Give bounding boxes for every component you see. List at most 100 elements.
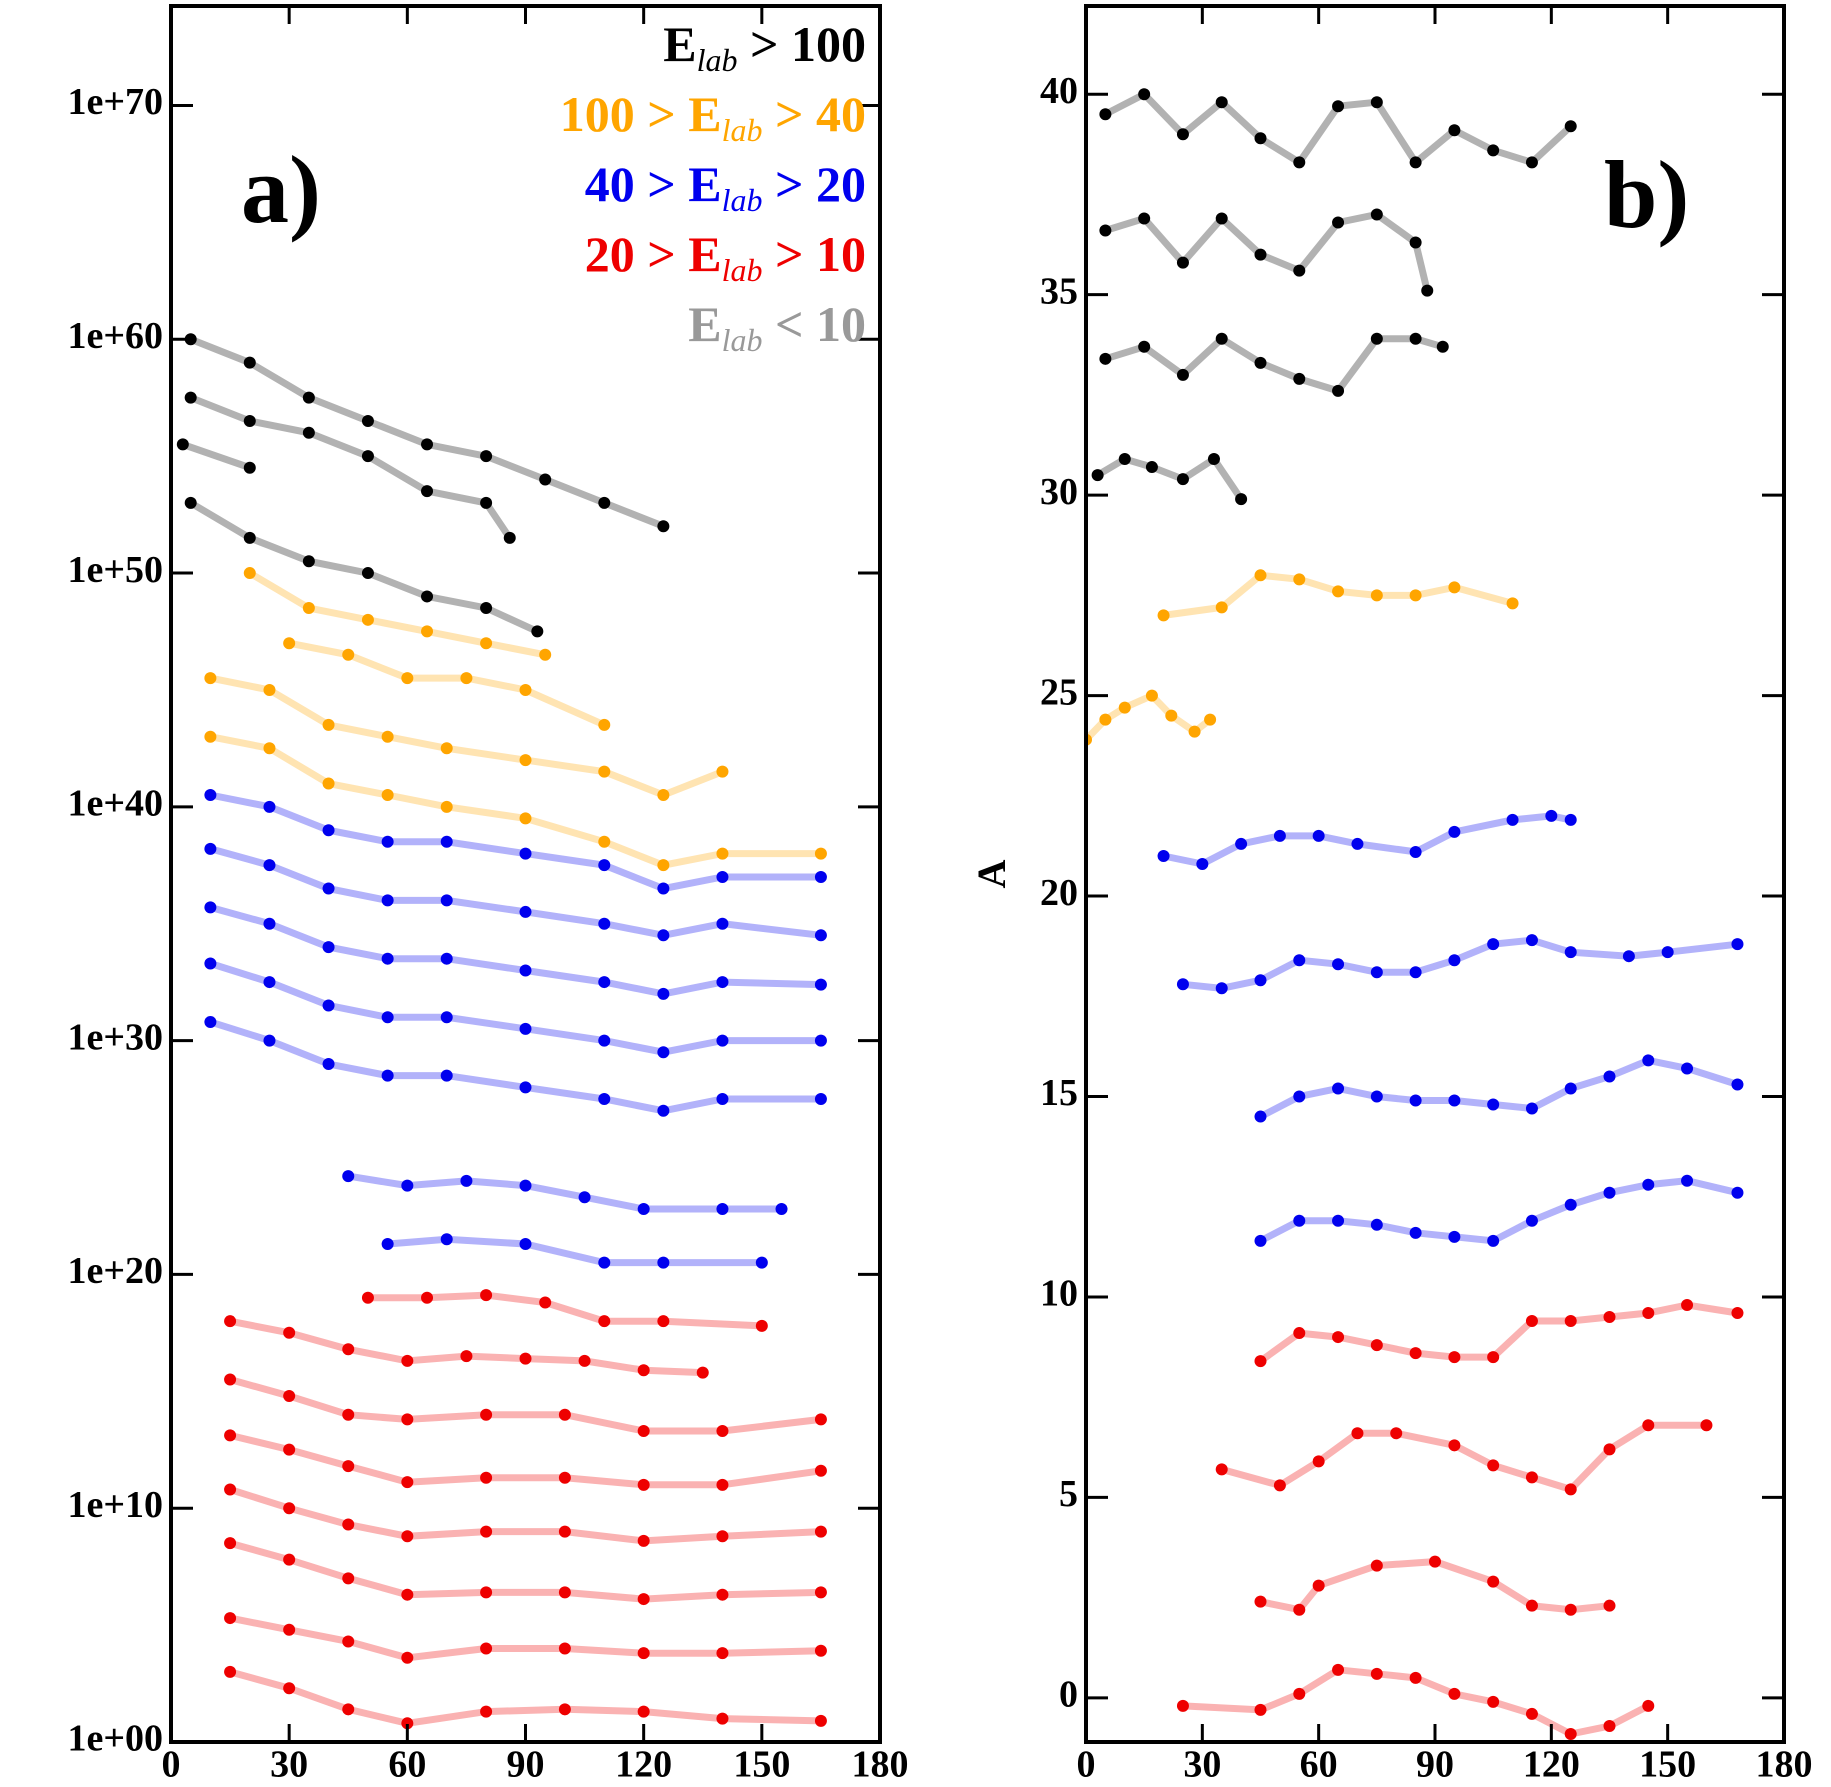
- series-line: [1182, 1666, 1650, 1738]
- data-point: [1145, 461, 1158, 474]
- data-point: [224, 1665, 237, 1678]
- data-point: [578, 1191, 591, 1204]
- data-point: [1293, 1687, 1306, 1700]
- series-line: [1104, 334, 1444, 395]
- data-point: [1700, 1419, 1713, 1432]
- y-tick-label: 5: [1059, 1473, 1078, 1515]
- data-point: [440, 800, 453, 813]
- legend-after: > 10: [763, 226, 867, 282]
- data-point: [302, 555, 315, 568]
- data-point: [637, 1647, 650, 1660]
- data-point: [1293, 573, 1306, 586]
- data-point: [263, 859, 276, 872]
- data-point: [1642, 1054, 1655, 1067]
- data-point: [1254, 356, 1267, 369]
- data-point: [814, 847, 827, 860]
- data-point: [1157, 609, 1170, 622]
- y-tick-label: 1e+50: [67, 549, 163, 591]
- panel: 0 30 60 90 120 150 180 0 5 10 15 20 25 30 35 40 b) A: [969, 4, 1813, 1786]
- data-point: [480, 602, 493, 615]
- data-point: [1487, 1575, 1500, 1588]
- data-point: [1293, 1214, 1306, 1227]
- data-point: [1176, 256, 1189, 269]
- data-point: [1118, 453, 1131, 466]
- legend-before: 20 >: [585, 226, 689, 282]
- data-point: [1370, 1667, 1383, 1680]
- data-point: [519, 812, 532, 825]
- data-point: [558, 1408, 571, 1421]
- data-point: [1409, 966, 1422, 979]
- data-point: [598, 859, 611, 872]
- data-point: [1603, 1719, 1616, 1732]
- data-point: [1448, 124, 1461, 137]
- data-point: [598, 917, 611, 930]
- legend-main: E: [688, 296, 721, 352]
- data-point: [1525, 1471, 1538, 1484]
- data-point: [342, 1408, 355, 1421]
- data-point: [539, 648, 552, 661]
- series-line: [1095, 454, 1244, 502]
- data-point: [1731, 938, 1744, 951]
- data-point: [519, 847, 532, 860]
- series-line: [209, 904, 821, 998]
- data-point: [558, 1642, 571, 1655]
- legend-entry: 100 > Elab > 40: [560, 86, 866, 148]
- data-point: [598, 718, 611, 731]
- data-point: [1390, 1427, 1403, 1440]
- data-point: [1681, 1174, 1694, 1187]
- data-point: [263, 742, 276, 755]
- data-point: [421, 590, 434, 603]
- data-point: [440, 742, 453, 755]
- data-point: [361, 567, 374, 580]
- data-point: [1254, 569, 1267, 582]
- data-point: [1603, 1070, 1616, 1083]
- data-point: [1506, 597, 1519, 610]
- series-line: [209, 791, 821, 893]
- data-point: [814, 929, 827, 942]
- data-point: [1564, 1082, 1577, 1095]
- data-point: [263, 683, 276, 696]
- data-point: [224, 1429, 237, 1442]
- data-point: [381, 789, 394, 802]
- data-point: [814, 1525, 827, 1538]
- data-point: [814, 1092, 827, 1105]
- data-point: [1642, 1178, 1655, 1191]
- data-point: [1603, 1311, 1616, 1324]
- legend-sub: lab: [697, 42, 738, 78]
- data-point: [1176, 978, 1189, 991]
- legend-sub: lab: [722, 182, 763, 218]
- data-point: [1487, 1234, 1500, 1247]
- data-point: [322, 1058, 335, 1071]
- data-point: [1448, 825, 1461, 838]
- data-point: [1429, 1555, 1441, 1568]
- data-point: [1436, 340, 1449, 353]
- panel-label: a): [241, 136, 321, 243]
- data-point: [1138, 340, 1151, 353]
- data-point: [283, 1390, 296, 1403]
- data-point: [1254, 1110, 1267, 1123]
- data-point: [558, 1471, 571, 1484]
- data-point: [1254, 248, 1267, 261]
- data-point: [1254, 974, 1267, 987]
- data-point: [1370, 1559, 1383, 1572]
- y-tick-label: 1e+30: [67, 1016, 163, 1058]
- data-point: [1370, 966, 1383, 979]
- data-point: [598, 976, 611, 989]
- data-point: [480, 1289, 493, 1302]
- data-point: [322, 941, 335, 954]
- data-point: [1099, 224, 1112, 237]
- data-point: [224, 1537, 237, 1550]
- data-point: [283, 1326, 296, 1339]
- data-point: [302, 602, 315, 615]
- data-point: [401, 1530, 414, 1543]
- data-point: [421, 485, 434, 498]
- data-point: [1293, 156, 1306, 169]
- data-point: [598, 496, 611, 509]
- data-point: [381, 894, 394, 907]
- data-point: [1215, 601, 1228, 614]
- data-point: [480, 637, 493, 650]
- data-point: [1332, 1663, 1345, 1676]
- x-tick-label: 180: [852, 1744, 909, 1786]
- data-point: [814, 978, 827, 991]
- data-point: [1176, 1699, 1189, 1712]
